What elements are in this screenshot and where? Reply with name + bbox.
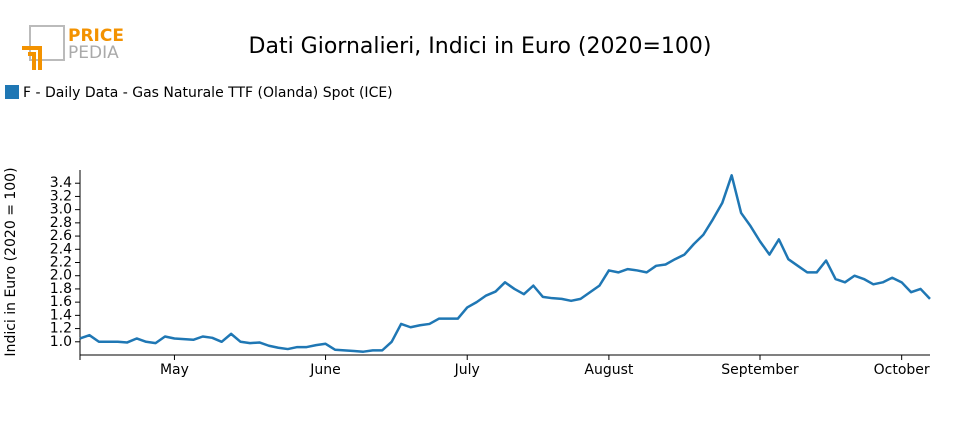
y-tick-label: 1.4 bbox=[50, 307, 72, 323]
y-tick-label: 2.4 bbox=[50, 241, 72, 257]
y-tick-label: 2.0 bbox=[50, 268, 72, 284]
y-tick-label: 1.8 bbox=[50, 281, 72, 297]
y-tick-label: 3.2 bbox=[50, 188, 72, 204]
x-tick-label: May bbox=[160, 362, 189, 378]
logo-text: PRICE bbox=[68, 26, 124, 46]
y-tick-label: 3.4 bbox=[50, 175, 72, 191]
data-line bbox=[79, 174, 931, 353]
y-axis-label: Indici in Euro (2020 = 100) bbox=[3, 167, 19, 356]
x-tick-label: June bbox=[309, 362, 341, 378]
y-tick-label: 1.6 bbox=[50, 294, 72, 310]
legend-label: F - Daily Data - Gas Naturale TTF (Oland… bbox=[23, 85, 393, 101]
y-tick-label: 1.2 bbox=[50, 321, 72, 337]
y-tick-label: 3.0 bbox=[50, 202, 72, 218]
y-tick-label: 2.8 bbox=[50, 215, 72, 231]
x-tick-label: September bbox=[721, 362, 799, 378]
logo-mark bbox=[22, 46, 42, 70]
y-tick-label: 2.2 bbox=[50, 255, 72, 271]
logo-text: PEDIA bbox=[68, 43, 119, 63]
logo: PRICE PEDIA bbox=[22, 25, 124, 70]
chart-title: Dati Giornalieri, Indici in Euro (2020=1… bbox=[249, 34, 712, 59]
x-tick-label: October bbox=[874, 362, 930, 378]
logo-frame bbox=[29, 25, 65, 61]
y-tick-label: 1.0 bbox=[50, 334, 72, 350]
x-tick-label: July bbox=[454, 362, 480, 378]
x-tick-label: August bbox=[584, 362, 634, 378]
y-tick-label: 2.6 bbox=[50, 228, 72, 244]
legend-swatch bbox=[5, 85, 19, 99]
